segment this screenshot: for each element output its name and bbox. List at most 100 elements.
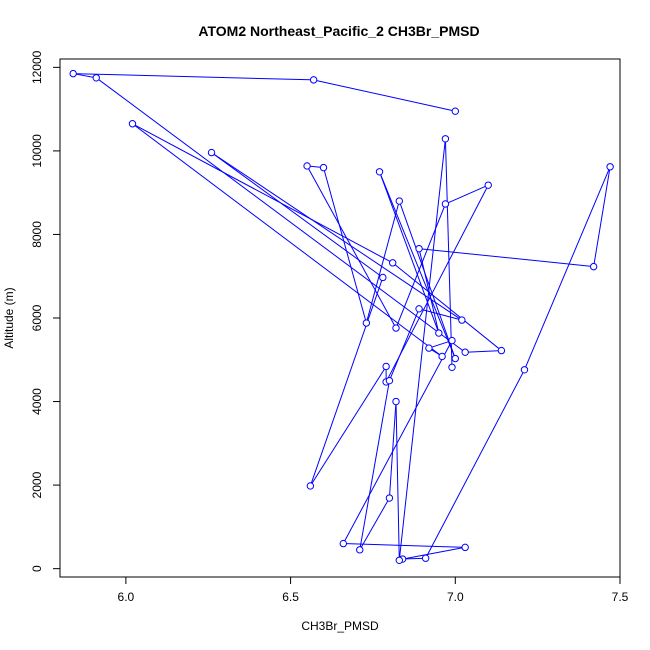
- y-axis-label: Altitude (m): [2, 287, 16, 348]
- y-tick-label: 0: [30, 565, 44, 572]
- data-point: [303, 162, 311, 170]
- series-line-segment: [366, 203, 399, 321]
- series-line-segment: [399, 203, 455, 356]
- data-point: [385, 376, 394, 385]
- series-line-segment: [525, 169, 610, 368]
- series-line-segment: [98, 79, 463, 351]
- data-point: [435, 329, 443, 337]
- data-point: [451, 107, 459, 115]
- y-tick-label: 12000: [30, 50, 44, 84]
- data-point: [415, 305, 423, 313]
- data-point: [438, 352, 446, 361]
- series-line-segment: [134, 125, 440, 355]
- series-line-segment: [593, 169, 611, 264]
- series-line-segment: [344, 343, 451, 541]
- data-point: [441, 200, 450, 208]
- y-tick-label: 4000: [30, 388, 44, 415]
- data-point: [395, 556, 403, 564]
- series-line-segment: [308, 168, 395, 326]
- data-point: [461, 348, 469, 356]
- y-axis: 0 2000 4000 6000 8000 10000 12000: [30, 50, 60, 572]
- data-point: [362, 319, 371, 327]
- y-tick-label: 8000: [30, 221, 44, 248]
- series-line-segment: [380, 174, 455, 356]
- series-line-segment: [399, 141, 446, 558]
- series-line-segment: [394, 264, 500, 349]
- data-point: [69, 69, 77, 78]
- series-line-segment: [426, 372, 524, 556]
- series-line-segment: [360, 500, 389, 548]
- data-point: [309, 76, 318, 84]
- data-point: [458, 316, 466, 324]
- series-line-segment: [389, 404, 397, 495]
- series-line-segment: [445, 141, 453, 365]
- series-line-segment: [431, 349, 440, 356]
- data-point: [306, 482, 315, 490]
- series-line-segment: [405, 547, 463, 559]
- series-line-segment: [310, 165, 321, 168]
- data-point: [392, 324, 400, 332]
- data-point: [382, 362, 390, 371]
- data-point: [520, 366, 529, 374]
- data-point: [484, 181, 492, 189]
- series-line-segment: [448, 185, 486, 204]
- data-point: [375, 168, 384, 176]
- data-point: [385, 494, 394, 502]
- x-tick-label: 6.5: [282, 590, 299, 604]
- x-tick-label: 6.0: [118, 590, 135, 604]
- x-tick-label: 7.5: [612, 590, 629, 604]
- data-point: [451, 354, 459, 363]
- series-line-segment: [431, 341, 450, 348]
- data-point: [356, 546, 364, 554]
- data-point: [415, 244, 423, 253]
- data-point: [441, 135, 450, 143]
- data-point: [448, 363, 456, 371]
- series-line-segment: [380, 174, 439, 331]
- x-axis: 6.0 6.5 7.0 7.5: [118, 577, 629, 604]
- series-line-segment: [76, 73, 311, 81]
- x-tick-label: 7.0: [447, 590, 464, 604]
- data-point: [389, 259, 397, 267]
- series-line-segment: [135, 124, 391, 262]
- data-point: [497, 346, 506, 355]
- data-point: [128, 120, 137, 128]
- y-tick-label: 2000: [30, 471, 44, 498]
- y-tick-label: 10000: [30, 134, 44, 168]
- plot-area: [69, 69, 614, 564]
- x-axis-label: CH3Br_PMSD: [301, 619, 379, 633]
- data-point: [319, 163, 328, 172]
- series-line-segment: [323, 170, 366, 321]
- data-point: [421, 554, 430, 562]
- data-point: [425, 344, 433, 352]
- series-line-segment: [395, 404, 400, 558]
- series-line-segment: [387, 187, 488, 380]
- series-line-segment: [213, 153, 460, 319]
- chart-title: ATOM2 Northeast_Pacific_2 CH3Br_PMSD: [198, 23, 479, 39]
- series-line-segment: [422, 248, 591, 267]
- data-point: [379, 273, 387, 282]
- data-point: [461, 543, 469, 552]
- series-line-segment: [310, 280, 383, 484]
- data-point: [606, 163, 614, 171]
- series-line-segment: [390, 311, 419, 378]
- data-point: [92, 74, 100, 82]
- series-line-segment: [396, 206, 445, 326]
- series-line-segment: [76, 73, 94, 78]
- series-line-segment: [468, 350, 499, 353]
- data-point: [395, 197, 403, 205]
- series-line-segment: [405, 557, 423, 560]
- data-point: [589, 262, 598, 271]
- series-line-segment: [316, 80, 453, 112]
- data-point: [339, 539, 347, 548]
- y-tick-label: 6000: [30, 304, 44, 331]
- series-line-segment: [346, 543, 462, 548]
- series-line-segment: [359, 383, 390, 547]
- series-line-segment: [213, 154, 381, 276]
- series-line-segment: [422, 309, 459, 320]
- data-point: [392, 397, 400, 406]
- data-point: [448, 336, 456, 345]
- series-line-segment: [311, 368, 385, 484]
- data-point: [207, 148, 216, 157]
- plot-frame: [59, 58, 621, 578]
